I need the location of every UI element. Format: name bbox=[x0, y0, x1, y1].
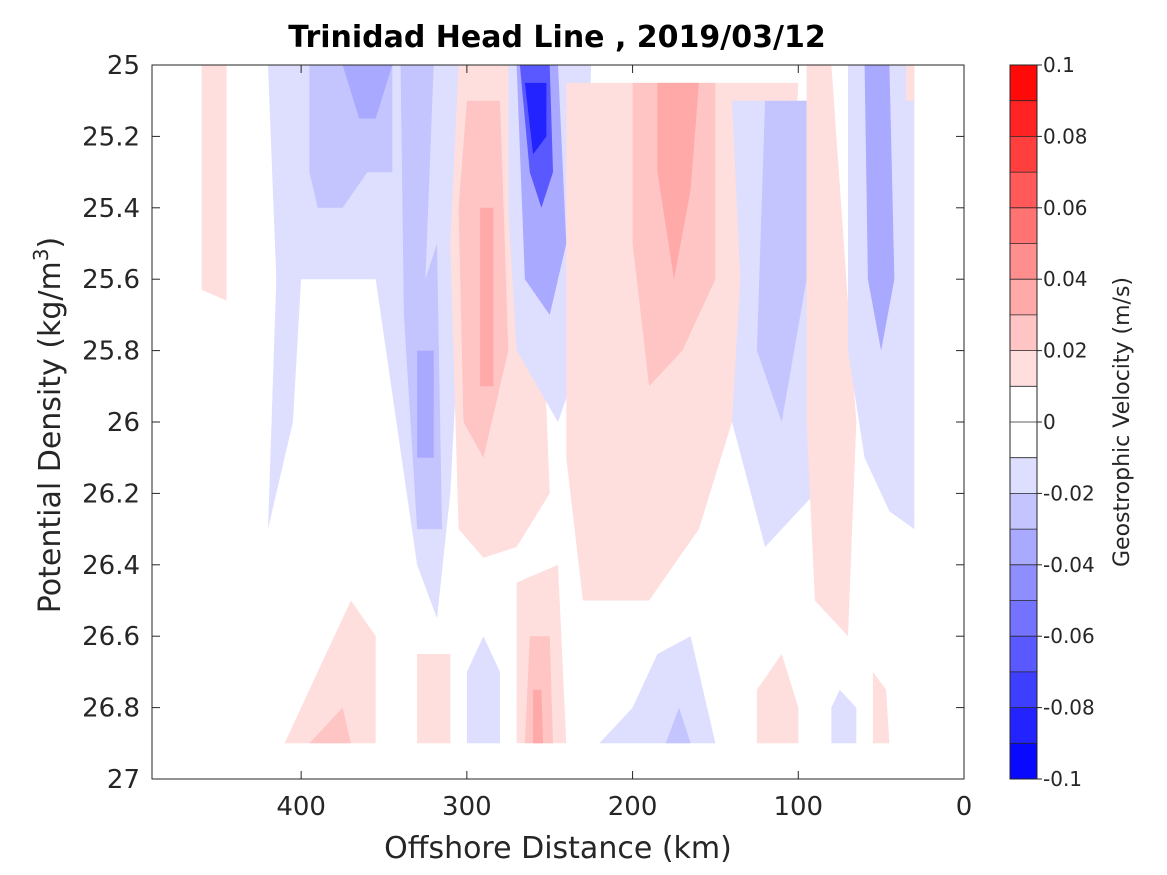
colorbar: 0.1 0.08 0.06 0.04 0.02 0 -0.02 -0.04 -0.06 -0.08… bbox=[1009, 53, 1135, 791]
colorbar-band-15 bbox=[1010, 600, 1037, 637]
chart-title: Trinidad Head Line , 2019/03/12 bbox=[288, 20, 825, 55]
colorbar-band-16 bbox=[1010, 636, 1037, 673]
x-tick-label-300: 300 bbox=[442, 792, 492, 822]
colorbar-tick-label-8: -0.06 bbox=[1043, 624, 1095, 648]
x-axis-ticks: 400 300 200 100 0 bbox=[276, 65, 972, 822]
y-tick-label-8: 26.6 bbox=[82, 622, 140, 652]
contour-region-21 bbox=[906, 65, 915, 101]
y-tick-label-5: 26 bbox=[107, 408, 140, 438]
contour-region-5 bbox=[417, 350, 434, 458]
y-axis-label-superscript: 3 bbox=[29, 248, 53, 261]
y-tick-label-7: 26.4 bbox=[82, 551, 140, 581]
colorbar-band-14 bbox=[1010, 564, 1037, 601]
contour-region-31 bbox=[756, 654, 799, 744]
colorbar-tick-label-5: 0 bbox=[1043, 410, 1056, 434]
contour-region-23 bbox=[309, 707, 351, 744]
y-axis-label-main: Potential Density (kg/m bbox=[33, 261, 68, 613]
y-axis-label: Potential Density (kg/m3) bbox=[29, 237, 68, 613]
contour-region-8 bbox=[480, 207, 494, 387]
contour-region-18 bbox=[806, 65, 857, 637]
colorbar-band-8 bbox=[1010, 350, 1037, 387]
contour-region-24 bbox=[417, 654, 451, 744]
colorbar-tick-label-0: 0.1 bbox=[1043, 53, 1075, 77]
colorbar-band-19 bbox=[1010, 743, 1037, 780]
y-tick-label-6: 26.2 bbox=[82, 479, 140, 509]
colorbar-band-7 bbox=[1010, 314, 1037, 352]
contour-region-27 bbox=[524, 636, 553, 744]
colorbar-band-13 bbox=[1010, 529, 1037, 566]
colorbar-band-12 bbox=[1010, 493, 1037, 530]
colorbar-tick-label-2: 0.06 bbox=[1043, 196, 1088, 220]
x-tick-label-200: 200 bbox=[608, 792, 658, 822]
colorbar-band-4 bbox=[1010, 207, 1037, 244]
contour-region-25 bbox=[466, 636, 500, 744]
colorbar-band-1 bbox=[1010, 100, 1037, 137]
contour-fills bbox=[201, 65, 915, 744]
y-tick-label-1: 25.2 bbox=[82, 122, 140, 152]
y-axis-ticks: 25 25.2 25.4 25.6 25.8 26 26.2 26.4 26.6 26.8 27 bbox=[82, 51, 964, 795]
colorbar-band-0 bbox=[1010, 65, 1037, 102]
contour-region-28 bbox=[533, 689, 544, 744]
colorbar-bands bbox=[1010, 65, 1037, 780]
contour-region-29 bbox=[599, 636, 716, 744]
colorbar-band-18 bbox=[1010, 707, 1037, 744]
y-tick-label-10: 27 bbox=[107, 765, 140, 795]
colorbar-tick-label-6: -0.02 bbox=[1043, 481, 1095, 505]
y-tick-label-2: 25.4 bbox=[82, 194, 140, 224]
contour-region-15 bbox=[657, 82, 699, 280]
colorbar-tick-label-10: -0.1 bbox=[1043, 767, 1082, 791]
plot-area: 400 300 200 100 0 25 25.2 25.4 25.6 25.8 26 26.2 26… bbox=[82, 51, 972, 822]
colorbar-band-9 bbox=[1010, 386, 1037, 423]
colorbar-band-3 bbox=[1010, 172, 1037, 209]
y-tick-label-3: 25.6 bbox=[82, 265, 140, 295]
colorbar-band-11 bbox=[1010, 457, 1037, 494]
colorbar-ticks: 0.1 0.08 0.06 0.04 0.02 0 -0.02 -0.04 -0.06 -0.08… bbox=[1037, 53, 1095, 791]
y-axis-label-close: ) bbox=[33, 237, 68, 249]
colorbar-tick-label-7: -0.04 bbox=[1043, 553, 1095, 577]
x-tick-label-100: 100 bbox=[773, 792, 823, 822]
colorbar-band-5 bbox=[1010, 243, 1037, 280]
x-tick-label-400: 400 bbox=[276, 792, 326, 822]
colorbar-tick-label-4: 0.02 bbox=[1043, 339, 1088, 363]
colorbar-tick-label-1: 0.08 bbox=[1043, 124, 1088, 148]
colorbar-band-10 bbox=[1010, 422, 1037, 459]
colorbar-tick-label-9: -0.08 bbox=[1043, 696, 1095, 720]
colorbar-band-2 bbox=[1010, 136, 1037, 173]
x-axis-label: Offshore Distance (km) bbox=[384, 831, 732, 866]
contour-region-30 bbox=[665, 707, 691, 744]
y-tick-label-9: 26.8 bbox=[82, 694, 140, 724]
contour-region-17 bbox=[756, 100, 807, 422]
contour-region-32 bbox=[831, 689, 857, 744]
contour-region-0 bbox=[201, 65, 227, 301]
contour-region-20 bbox=[864, 65, 895, 351]
contour-region-33 bbox=[872, 671, 890, 744]
y-tick-label-0: 25 bbox=[107, 51, 140, 81]
colorbar-label: Geostrophic Velocity (m/s) bbox=[1110, 277, 1135, 567]
contour-region-3 bbox=[342, 65, 393, 119]
colorbar-band-17 bbox=[1010, 671, 1037, 709]
x-tick-label-0: 0 bbox=[956, 792, 973, 822]
colorbar-band-6 bbox=[1010, 279, 1037, 316]
y-tick-label-4: 25.8 bbox=[82, 337, 140, 367]
colorbar-tick-label-3: 0.04 bbox=[1043, 267, 1088, 291]
contour-region-22 bbox=[284, 600, 376, 744]
contour-region-12 bbox=[524, 82, 547, 155]
